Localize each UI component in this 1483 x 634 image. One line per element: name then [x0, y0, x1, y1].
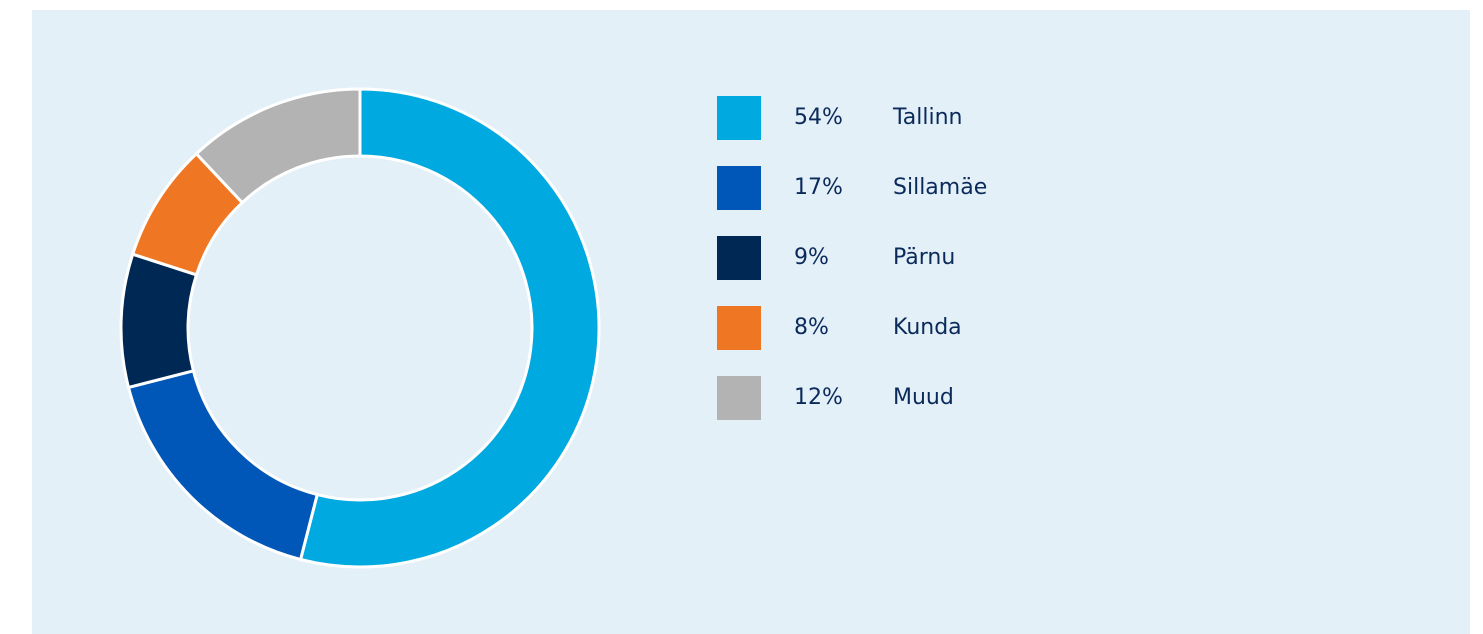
- donut-segment: [119, 252, 199, 390]
- legend-label: Pärnu: [893, 245, 955, 270]
- legend-value: 8%: [794, 315, 829, 340]
- legend-swatch: [717, 236, 761, 280]
- legend-value: 9%: [794, 245, 829, 270]
- legend-swatch: [717, 96, 761, 140]
- legend-label: Kunda: [893, 315, 962, 340]
- legend-swatch: [717, 376, 761, 420]
- legend-label: Sillamäe: [893, 175, 987, 200]
- legend-swatch: [717, 306, 761, 350]
- legend-swatch: [717, 166, 761, 210]
- legend-value: 54%: [794, 105, 843, 130]
- donut-segment: [194, 87, 362, 205]
- legend-value: 12%: [794, 385, 843, 410]
- legend-label: Muud: [893, 385, 954, 410]
- legend-label: Tallinn: [892, 105, 963, 130]
- donut-segment: [298, 87, 601, 569]
- legend-value: 17%: [794, 175, 843, 200]
